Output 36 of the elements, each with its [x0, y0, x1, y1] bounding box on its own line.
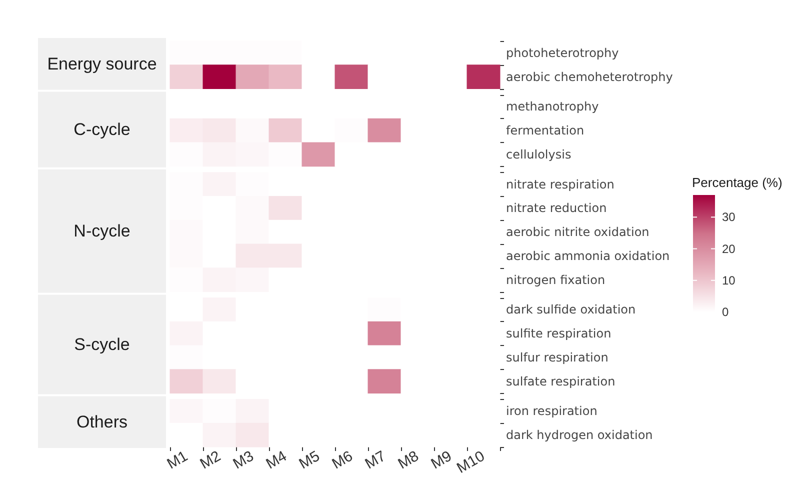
color-bar-label: 10	[722, 273, 736, 288]
x-tick-label: M4	[263, 448, 290, 473]
y-tick-label: nitrate reduction	[506, 201, 607, 216]
text: C-cycle	[74, 120, 130, 140]
x-tick-label: M8	[395, 448, 422, 473]
text: Others	[76, 412, 128, 432]
y-tick-label: aerobic ammonia oxidation	[506, 248, 670, 263]
y-tick-label: sulfate respiration	[506, 374, 616, 388]
y-tick-label: iron respiration	[506, 404, 598, 418]
text: N-cycle	[74, 222, 130, 241]
x-tick-label: M9	[428, 448, 455, 473]
x-tick-label: M5	[296, 448, 323, 473]
y-tick-label: cellulolysis	[506, 147, 572, 162]
text: S-cycle	[74, 335, 130, 354]
x-tick-label: M1	[164, 448, 191, 473]
y-tick-label: nitrogen fixation	[506, 272, 606, 287]
color-bar-title: Percentage (%)	[692, 175, 782, 190]
y-tick-label: photoheterotrophy	[506, 46, 619, 60]
x-tick-label: M2	[197, 448, 224, 473]
text: Energy source	[47, 54, 157, 74]
y-tick-label: nitrate respiration	[506, 177, 614, 192]
x-tick-label: M6	[329, 448, 356, 473]
y-tick-label: dark sulfide oxidation	[506, 302, 636, 317]
color-bar-label: 30	[722, 210, 736, 224]
color-bar-label: 0	[722, 305, 729, 319]
x-tick-label: M10	[454, 448, 488, 477]
x-tick-label: M7	[362, 448, 389, 473]
y-tick-label: methanotrophy	[506, 100, 599, 114]
y-tick-label: fermentation	[506, 124, 584, 138]
y-tick-label: sulfur respiration	[506, 350, 608, 364]
color-bar-label: 20	[722, 242, 736, 256]
y-tick-label: dark hydrogen oxidation	[506, 428, 653, 442]
y-tick-label: sulfite respiration	[506, 326, 612, 341]
x-tick-label: M3	[230, 448, 257, 473]
y-tick-label: aerobic chemoheterotrophy	[506, 70, 673, 84]
y-tick-label: aerobic nitrite oxidation	[506, 225, 650, 240]
